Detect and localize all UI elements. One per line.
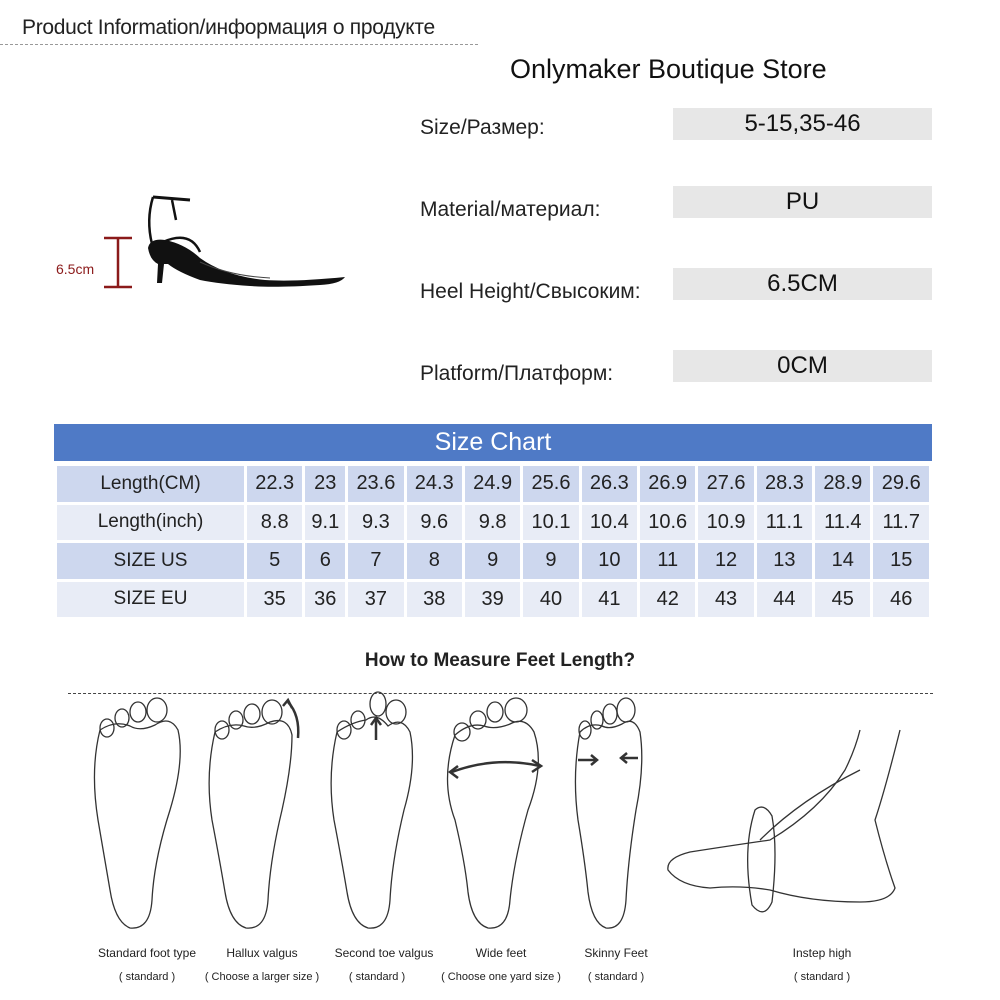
size-chart-title: Size Chart bbox=[54, 424, 932, 461]
size-chart-cell: 10.6 bbox=[637, 501, 699, 543]
toe-reference-line bbox=[68, 693, 933, 694]
size-chart-cell: 22.3 bbox=[243, 463, 306, 505]
foot-label-wide: Wide feet bbox=[475, 946, 527, 960]
size-chart-cell: 45 bbox=[812, 578, 874, 620]
size-chart-cell: 9 bbox=[461, 540, 524, 582]
size-chart-cell: 9.3 bbox=[345, 501, 407, 543]
size-chart-cell: 5 bbox=[243, 540, 306, 582]
size-chart-cell: 40 bbox=[520, 578, 582, 620]
spec-material-value: PU bbox=[673, 186, 932, 218]
size-chart-row-label: SIZE US bbox=[54, 540, 247, 582]
size-chart-row: SIZE EU 35 36 37 38 39 40 41 42 43 44 45 46 bbox=[54, 578, 932, 620]
size-chart-cell: 26.9 bbox=[637, 463, 699, 505]
size-chart-cell: 9.6 bbox=[403, 501, 465, 543]
size-chart-cell: 26.3 bbox=[578, 463, 641, 505]
measure-title-text: How to Measure Feet Length? bbox=[364, 650, 636, 671]
foot-label-standard: Standard foot type bbox=[97, 946, 197, 960]
size-chart-row-label: SIZE EU bbox=[54, 578, 247, 620]
size-chart-row: SIZE US 5 6 7 8 9 9 10 11 12 13 14 15 bbox=[54, 540, 932, 582]
foot-label-second-toe: Second toe valgus bbox=[334, 946, 434, 960]
hallux-valgus-foot-icon bbox=[208, 697, 300, 929]
spec-size-value: 5-15,35-46 bbox=[673, 108, 932, 140]
size-chart-cell: 46 bbox=[870, 578, 932, 620]
size-chart-cell: 10.9 bbox=[695, 501, 757, 543]
size-chart-cell: 41 bbox=[578, 578, 641, 620]
size-chart-cell: 10.1 bbox=[520, 501, 582, 543]
spec-material-label: Material/материал: bbox=[420, 198, 601, 221]
size-chart-row-label: Length(inch) bbox=[54, 501, 247, 543]
size-chart-cell: 9.8 bbox=[461, 501, 524, 543]
spec-platform-value: 0CM bbox=[673, 350, 932, 382]
wide-feet-icon bbox=[446, 697, 544, 929]
size-chart-cell: 36 bbox=[302, 578, 349, 620]
heel-height-label: 6.5cm bbox=[56, 261, 94, 277]
spec-platform-label: Platform/Платформ: bbox=[420, 362, 614, 385]
title-divider bbox=[0, 44, 478, 45]
size-chart-cell: 11.1 bbox=[753, 501, 816, 543]
size-chart-cell: 35 bbox=[243, 578, 306, 620]
spec-size-label: Size/Размер: bbox=[420, 116, 545, 139]
size-chart-cell: 15 bbox=[870, 540, 932, 582]
size-chart-cell: 9.1 bbox=[302, 501, 349, 543]
instep-high-foot-icon bbox=[667, 729, 901, 913]
size-chart-cell: 10 bbox=[578, 540, 641, 582]
shoe-icon bbox=[148, 195, 345, 287]
size-chart-cell: 42 bbox=[637, 578, 699, 620]
size-chart-cell: 27.6 bbox=[695, 463, 757, 505]
standard-foot-icon bbox=[93, 697, 181, 929]
foot-note-standard: ( standard ) bbox=[118, 971, 176, 983]
foot-note-hallux: ( Choose a larger size ) bbox=[204, 971, 320, 983]
foot-note-skinny: ( standard ) bbox=[587, 971, 645, 983]
size-chart-cell: 14 bbox=[812, 540, 874, 582]
size-chart-cell: 44 bbox=[753, 578, 816, 620]
foot-label-instep: Instep high bbox=[792, 946, 852, 960]
size-chart-cell: 28.9 bbox=[812, 463, 874, 505]
foot-note-instep: ( standard ) bbox=[793, 971, 851, 983]
size-chart-cell: 11.7 bbox=[870, 501, 932, 543]
size-chart-cell: 11 bbox=[637, 540, 699, 582]
size-chart-cell: 11.4 bbox=[812, 501, 874, 543]
size-chart-cell: 10.4 bbox=[578, 501, 641, 543]
size-chart-cell: 24.9 bbox=[461, 463, 524, 505]
size-chart-table: Length(CM) 22.3 23 23.6 24.3 24.9 25.6 26.3 26.9… bbox=[54, 463, 932, 620]
foot-note-wide: ( Choose one yard size ) bbox=[441, 971, 561, 983]
product-image: 6.5cm bbox=[56, 195, 345, 289]
feet-illustrations bbox=[93, 691, 901, 929]
size-chart-cell: 29.6 bbox=[870, 463, 932, 505]
size-chart-cell: 39 bbox=[461, 578, 524, 620]
size-chart-row: Length(inch) 8.8 9.1 9.3 9.6 9.8 10.1 10.4 10.6 1… bbox=[54, 501, 932, 543]
size-chart-cell: 25.6 bbox=[520, 463, 582, 505]
size-chart-row-label: Length(CM) bbox=[54, 463, 247, 505]
size-chart-cell: 24.3 bbox=[403, 463, 465, 505]
size-chart-cell: 7 bbox=[345, 540, 407, 582]
size-chart-cell: 8.8 bbox=[243, 501, 306, 543]
skinny-feet-icon bbox=[574, 697, 643, 929]
size-chart-row: Length(CM) 22.3 23 23.6 24.3 24.9 25.6 26.3 26.9… bbox=[54, 463, 932, 505]
size-chart-cell: 43 bbox=[695, 578, 757, 620]
second-toe-valgus-foot-icon bbox=[330, 691, 414, 929]
foot-label-hallux: Hallux valgus bbox=[226, 946, 298, 960]
store-name: Onlymaker Boutique Store bbox=[510, 54, 827, 84]
foot-label-skinny: Skinny Feet bbox=[584, 946, 648, 960]
size-chart-cell: 12 bbox=[695, 540, 757, 582]
size-chart-cell: 38 bbox=[403, 578, 465, 620]
size-chart-cell: 13 bbox=[753, 540, 816, 582]
size-chart-cell: 23.6 bbox=[345, 463, 407, 505]
spec-heel-height-value: 6.5CM bbox=[673, 268, 932, 300]
foot-note-second-toe: ( standard ) bbox=[348, 971, 406, 983]
size-chart-cell: 6 bbox=[302, 540, 349, 582]
size-chart-cell: 37 bbox=[345, 578, 407, 620]
size-chart-cell: 28.3 bbox=[753, 463, 816, 505]
heel-height-marker bbox=[104, 236, 132, 289]
size-chart-cell: 23 bbox=[302, 463, 349, 505]
spec-heel-height-label: Heel Height/Свысоким: bbox=[420, 280, 641, 303]
page-title: Product Information/информация о продукт… bbox=[22, 16, 435, 39]
measure-title: How to Measure Feet Length? bbox=[0, 650, 1000, 672]
size-chart-cell: 8 bbox=[403, 540, 465, 582]
size-chart-cell: 9 bbox=[520, 540, 582, 582]
